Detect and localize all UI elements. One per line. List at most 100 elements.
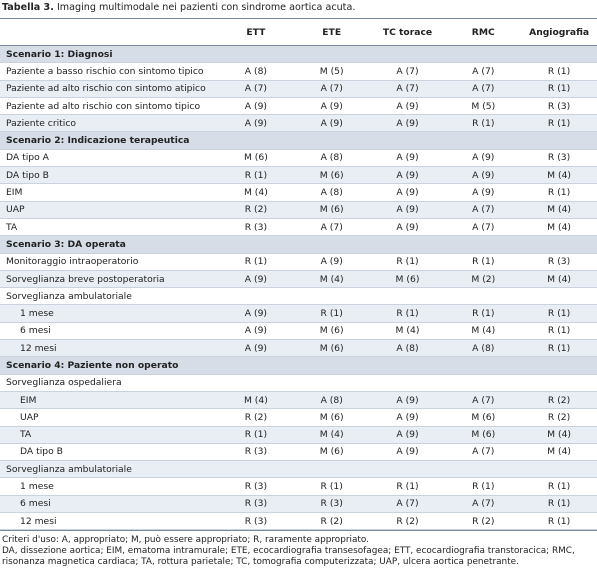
cell: A (9) bbox=[369, 97, 446, 116]
table-row: 12 mesi R (3) R (2) R (2) R (2) R (1) bbox=[0, 512, 597, 531]
column-header: ETE bbox=[293, 18, 370, 46]
row-label: UAP bbox=[0, 201, 218, 219]
table-row: TA R (3) A (7) A (9) A (7) M (4) bbox=[0, 218, 597, 237]
section-row: Scenario 1: Diagnosi bbox=[0, 45, 597, 64]
row-label: TA bbox=[0, 426, 218, 444]
cell: R (1) bbox=[521, 183, 597, 202]
cell: R (1) bbox=[521, 495, 597, 514]
empty-cell bbox=[445, 287, 522, 306]
cell: M (6) bbox=[445, 408, 522, 427]
table-row: UAP R (2) M (6) A (9) A (7) M (4) bbox=[0, 201, 597, 219]
cell: A (9) bbox=[218, 339, 294, 358]
cell: A (8) bbox=[293, 183, 370, 202]
cell: A (7) bbox=[445, 495, 522, 514]
table-row: 6 mesi R (3) R (3) A (7) A (7) R (1) bbox=[0, 495, 597, 514]
table: ETT ETE TC torace RMC Angiografia Scenario 1… bbox=[0, 18, 597, 531]
cell: R (1) bbox=[218, 166, 294, 185]
cell: M (4) bbox=[445, 322, 522, 341]
empty-cell bbox=[369, 287, 446, 306]
cell: M (6) bbox=[293, 322, 370, 341]
row-label: Sorveglianza ospedaliera bbox=[0, 374, 218, 392]
cell: A (8) bbox=[369, 339, 446, 358]
cell: A (9) bbox=[369, 183, 446, 202]
table-row: EIM M (4) A (8) A (9) A (9) R (1) bbox=[0, 183, 597, 202]
table-row: Paziente critico A (9) A (9) A (9) R (1) R (1… bbox=[0, 114, 597, 133]
cell: R (2) bbox=[218, 408, 294, 427]
empty-cell bbox=[293, 460, 370, 479]
table-row: 12 mesi A (9) M (6) A (8) A (8) R (1) bbox=[0, 339, 597, 358]
table-row: Paziente a basso rischio con sintomo tip… bbox=[0, 62, 597, 81]
cell: R (2) bbox=[521, 391, 597, 410]
table-row: Monitoraggio intraoperatorio R (1) A (9) R … bbox=[0, 253, 597, 271]
cell: A (9) bbox=[369, 408, 446, 427]
cell: A (7) bbox=[369, 80, 446, 98]
header-cell bbox=[0, 18, 218, 46]
cell: M (4) bbox=[293, 270, 370, 289]
cell: M (6) bbox=[293, 166, 370, 185]
table-row: Sorveglianza ospedaliera bbox=[0, 374, 597, 392]
cell: M (4) bbox=[521, 166, 597, 185]
row-label: Paziente ad alto rischio con sintomo tip… bbox=[0, 97, 218, 116]
cell: A (7) bbox=[445, 443, 522, 462]
empty-cell bbox=[369, 460, 446, 479]
cell: A (9) bbox=[218, 97, 294, 116]
cell: A (9) bbox=[369, 114, 446, 133]
row-label: Sorveglianza ambulatoriale bbox=[0, 460, 218, 479]
cell: R (1) bbox=[521, 339, 597, 358]
cell: A (9) bbox=[293, 114, 370, 133]
section-title: Scenario 3: DA operata bbox=[0, 235, 597, 254]
cell: R (1) bbox=[521, 80, 597, 98]
caption: Tabella 3. Imaging multimodale nei pazie… bbox=[0, 0, 597, 18]
cell: R (1) bbox=[521, 322, 597, 341]
empty-cell bbox=[293, 287, 370, 306]
column-header: TC torace bbox=[369, 18, 446, 46]
cell: A (9) bbox=[369, 149, 446, 168]
empty-cell bbox=[293, 374, 370, 392]
column-header: Angiografia bbox=[521, 18, 597, 46]
cell: R (2) bbox=[293, 512, 370, 531]
cell: R (2) bbox=[521, 408, 597, 427]
cell: A (7) bbox=[445, 80, 522, 98]
cell: M (6) bbox=[293, 408, 370, 427]
cell: M (6) bbox=[369, 270, 446, 289]
cell: M (4) bbox=[218, 391, 294, 410]
cell: A (8) bbox=[445, 339, 522, 358]
row-label: Paziente a basso rischio con sintomo tip… bbox=[0, 62, 218, 81]
table-row: Paziente ad alto rischio con sintomo ati… bbox=[0, 80, 597, 98]
cell: M (5) bbox=[445, 97, 522, 116]
header-row: ETT ETE TC torace RMC Angiografia bbox=[0, 18, 597, 46]
row-label: DA tipo B bbox=[0, 443, 218, 462]
cell: M (4) bbox=[218, 183, 294, 202]
cell: A (9) bbox=[369, 201, 446, 219]
cell: M (4) bbox=[521, 426, 597, 444]
cell: R (2) bbox=[218, 201, 294, 219]
cell: M (4) bbox=[521, 443, 597, 462]
empty-cell bbox=[218, 460, 294, 479]
row-label: DA tipo A bbox=[0, 149, 218, 168]
empty-cell bbox=[369, 374, 446, 392]
cell: A (7) bbox=[369, 62, 446, 81]
empty-cell bbox=[521, 287, 597, 306]
table-row: Paziente ad alto rischio con sintomo tip… bbox=[0, 97, 597, 116]
cell: R (2) bbox=[445, 512, 522, 531]
cell: A (9) bbox=[445, 183, 522, 202]
empty-cell bbox=[521, 374, 597, 392]
cell: R (1) bbox=[445, 304, 522, 323]
cell: R (1) bbox=[521, 477, 597, 496]
cell: A (7) bbox=[369, 495, 446, 514]
row-label: 6 mesi bbox=[0, 495, 218, 514]
row-label: 1 mese bbox=[0, 304, 218, 323]
cell: A (9) bbox=[218, 270, 294, 289]
cell: R (1) bbox=[445, 253, 522, 271]
cell: R (3) bbox=[521, 253, 597, 271]
cell: M (2) bbox=[445, 270, 522, 289]
cell: A (7) bbox=[445, 62, 522, 81]
cell: R (3) bbox=[218, 477, 294, 496]
caption-text: Imaging multimodale nei pazienti con sin… bbox=[56, 2, 356, 13]
cell: A (7) bbox=[293, 218, 370, 237]
cell: R (3) bbox=[218, 443, 294, 462]
